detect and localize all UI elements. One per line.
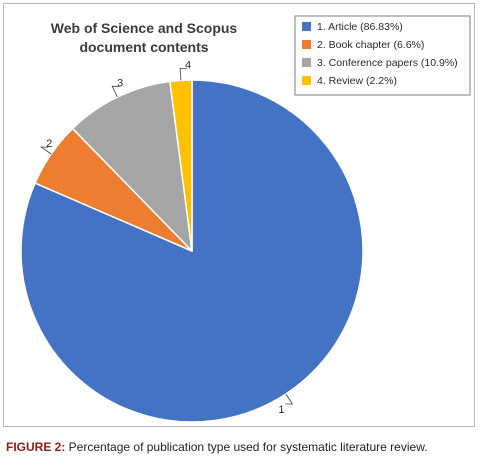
slice-number-labels: 1 2 3 4	[46, 59, 284, 416]
pie-slice-3	[71, 80, 193, 252]
chart-title: Web of Science and Scopus document conte…	[51, 20, 238, 55]
pie-slices	[20, 79, 364, 423]
legend: 1. Article (86.83%) 2. Book chapter (6.6%…	[294, 15, 471, 96]
caption-label: FIGURE 2:	[6, 440, 66, 454]
slice-label-4: 4	[185, 59, 191, 71]
legend-swatch-3	[302, 58, 311, 67]
chart-title-line-2: document contents	[79, 39, 208, 55]
legend-swatch-1	[302, 22, 311, 31]
leader-line-1	[285, 393, 294, 405]
legend-swatch-2	[302, 40, 311, 49]
leader-line-2	[40, 146, 52, 155]
slice-label-1: 1	[278, 404, 284, 416]
legend-entry-3: 3. Conference papers (10.9%)	[317, 57, 458, 69]
slice-label-2: 2	[46, 138, 52, 150]
figure-frame: Web of Science and Scopus document conte…	[3, 3, 475, 427]
legend-entry-2: 2. Book chapter (6.6%)	[317, 39, 424, 51]
figure-caption: FIGURE 2: Percentage of publication type…	[6, 440, 478, 454]
caption-text: Percentage of publication type used for …	[65, 440, 428, 454]
leader-line-3	[111, 85, 120, 98]
pie-chart: Web of Science and Scopus document conte…	[20, 15, 471, 423]
legend-swatch-4	[302, 76, 311, 85]
legend-box	[294, 15, 471, 96]
slice-label-3: 3	[117, 77, 123, 89]
legend-entry-1: 1. Article (86.83%)	[317, 21, 403, 33]
leader-line-4	[179, 68, 188, 81]
legend-entry-4: 4. Review (2.2%)	[317, 75, 397, 87]
slice-leader-lines	[40, 68, 294, 405]
chart-title-line-1: Web of Science and Scopus	[51, 20, 238, 36]
